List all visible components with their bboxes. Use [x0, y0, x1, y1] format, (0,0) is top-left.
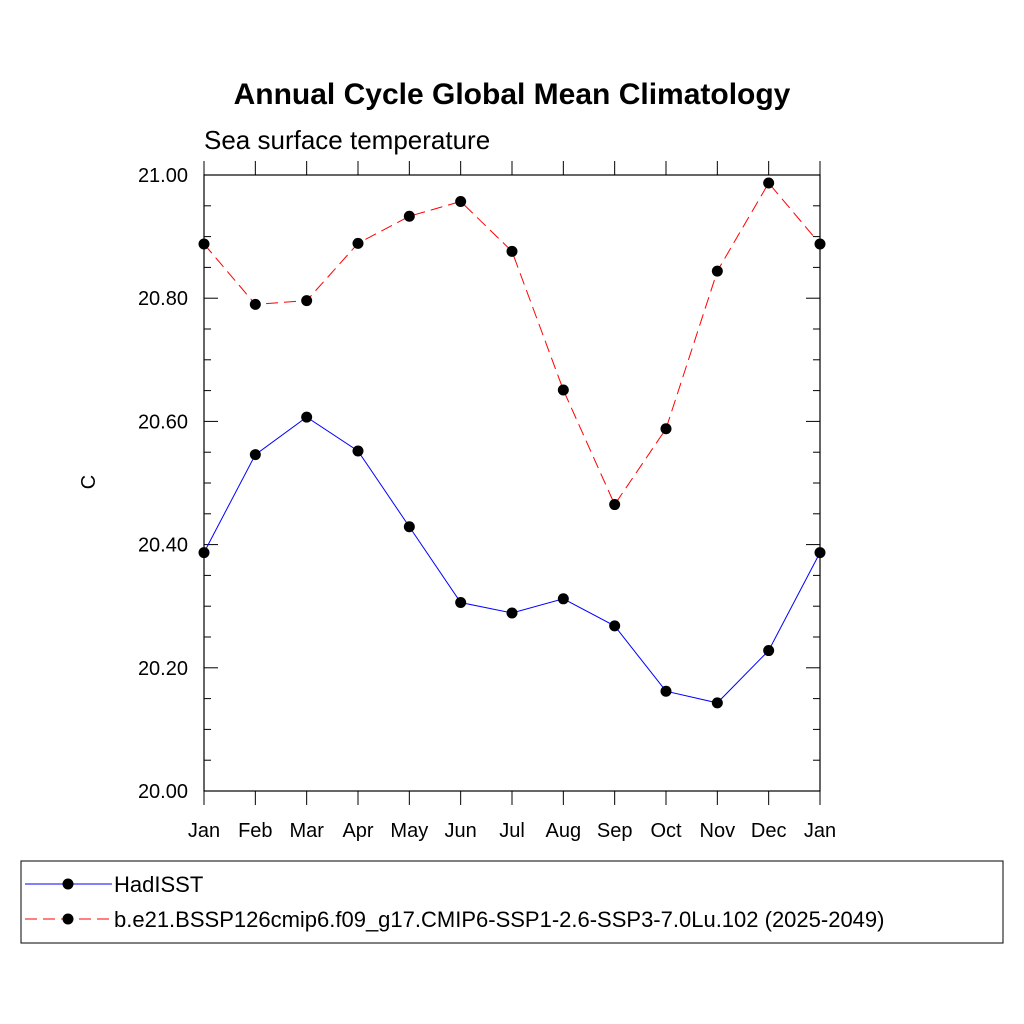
- x-tick-label: Jun: [445, 820, 477, 842]
- plot-series: [198, 177, 826, 709]
- data-point: [763, 177, 775, 189]
- y-tick-label: 20.60: [138, 411, 188, 433]
- y-axis-label: C: [78, 475, 100, 489]
- data-point: [609, 620, 621, 632]
- data-point: [711, 697, 723, 709]
- plot-frame: [203, 174, 821, 792]
- data-point: [660, 423, 672, 435]
- x-tick-label: Nov: [700, 820, 736, 842]
- data-point: [403, 521, 415, 533]
- x-tick-label: Mar: [289, 820, 324, 842]
- y-tick-label: 20.20: [138, 658, 188, 680]
- x-tick-label: Jan: [804, 820, 836, 842]
- x-tick-label: Aug: [546, 820, 582, 842]
- data-point: [506, 607, 518, 619]
- axis-ticks: 20.00 20.20 20.40 20.60 20.80 21.00 Jan Feb Mar A…: [138, 161, 836, 842]
- series-1: [198, 411, 826, 709]
- legend-label: b.e21.BSSP126cmip6.f09_g17.CMIP6-SSP1-2.…: [114, 907, 884, 932]
- series-line: [203, 182, 821, 506]
- data-point: [557, 384, 569, 396]
- y-tick-label: 20.00: [138, 781, 188, 803]
- data-point: [609, 499, 621, 511]
- data-point: [249, 298, 261, 310]
- data-point: [455, 195, 467, 207]
- legend-marker: [62, 878, 74, 890]
- data-point: [403, 210, 415, 222]
- data-point: [660, 685, 672, 697]
- series-line: [203, 416, 821, 704]
- x-tick-label: Apr: [342, 820, 373, 842]
- x-tick-label: Feb: [238, 820, 272, 842]
- legend-marker: [62, 913, 74, 925]
- legend-box: [20, 860, 1004, 944]
- data-point: [352, 445, 364, 457]
- data-point: [352, 237, 364, 249]
- chart-subtitle: Sea surface temperature: [204, 125, 490, 155]
- x-tick-label: Sep: [597, 820, 633, 842]
- y-tick-label: 20.40: [138, 535, 188, 557]
- chart-title: Annual Cycle Global Mean Climatology: [234, 78, 791, 111]
- data-point: [249, 449, 261, 461]
- data-point: [455, 597, 467, 609]
- series-2: [198, 177, 826, 511]
- x-tick-label: Dec: [751, 820, 787, 842]
- x-tick-label: Jul: [499, 820, 525, 842]
- data-point: [711, 265, 723, 277]
- x-tick-label: Oct: [650, 820, 682, 842]
- y-tick-label: 21.00: [138, 165, 188, 187]
- data-point: [506, 245, 518, 257]
- x-tick-label: Jan: [188, 820, 220, 842]
- x-tick-label: May: [390, 820, 428, 842]
- legend: HadISST b.e21.BSSP126cmip6.f09_g17.CMIP6-…: [20, 860, 1004, 944]
- data-point: [301, 295, 313, 307]
- legend-label: HadISST: [114, 872, 203, 897]
- data-point: [557, 593, 569, 605]
- data-point: [763, 645, 775, 657]
- y-tick-label: 20.80: [138, 288, 188, 310]
- data-point: [301, 411, 313, 423]
